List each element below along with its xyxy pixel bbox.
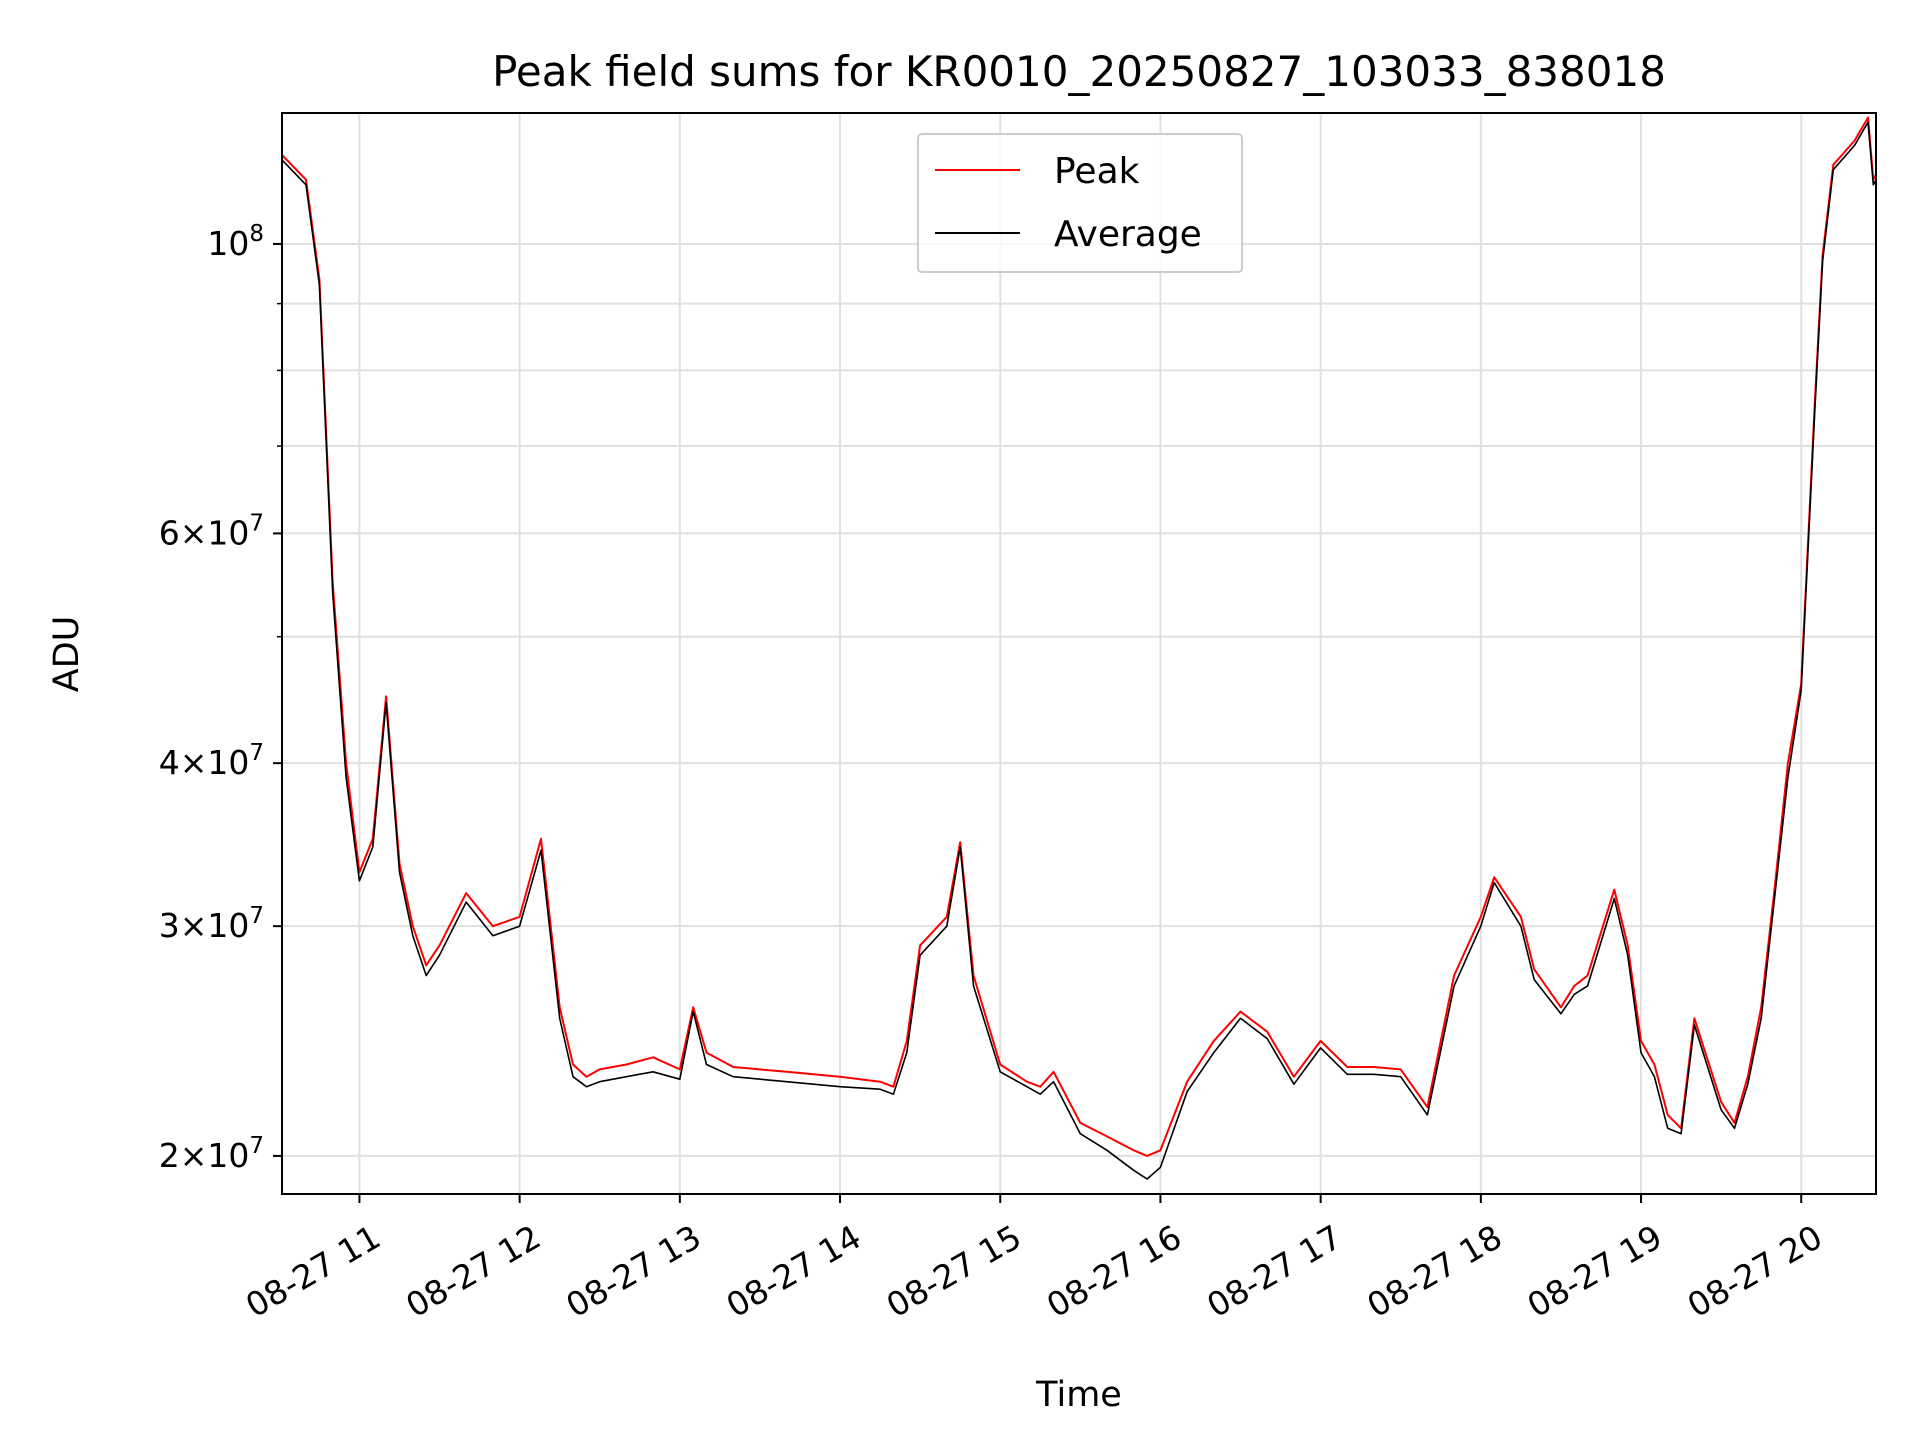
y-tick-label: 6×107 (159, 510, 264, 552)
chart-title: Peak field sums for KR0010_20250827_1030… (492, 47, 1666, 96)
legend-label-average: Average (1054, 214, 1202, 255)
y-tick-label: 4×107 (159, 740, 264, 782)
y-axis-label: ADU (47, 616, 87, 693)
legend-label-peak: Peak (1054, 151, 1140, 192)
series-line-peak (281, 116, 1877, 1157)
y-tick-label: 2×107 (159, 1133, 264, 1175)
series-layer (281, 116, 1877, 1180)
y-tick-label: 3×107 (159, 903, 264, 945)
x-axis-label: Time (1035, 1375, 1122, 1415)
grid (282, 113, 1876, 1194)
legend-box (917, 133, 1243, 273)
series-line-average (281, 121, 1877, 1180)
plot-frame (281, 112, 1877, 1195)
legend: Peak Average (917, 133, 1243, 273)
y-tick-label: 108 (207, 221, 264, 263)
